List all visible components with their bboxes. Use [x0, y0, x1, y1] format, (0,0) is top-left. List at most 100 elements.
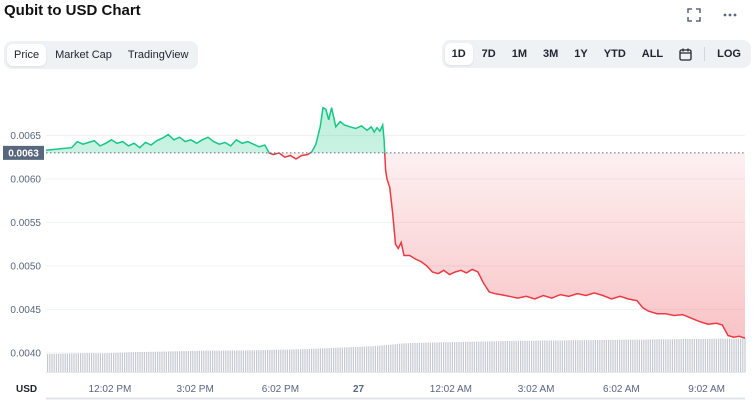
volume-bar: [73, 353, 75, 372]
volume-bar: [689, 339, 691, 372]
log-scale-toggle[interactable]: LOG: [717, 48, 741, 60]
volume-bar: [616, 339, 618, 372]
volume-bar: [405, 343, 407, 372]
volume-bar: [60, 353, 62, 372]
volume-bar: [207, 350, 209, 372]
range-1d[interactable]: 1D: [444, 43, 473, 65]
volume-bar: [645, 339, 647, 372]
volume-bar: [163, 351, 165, 372]
volume-bar: [84, 353, 86, 372]
volume-bar: [588, 340, 590, 372]
volume-bar: [575, 340, 577, 372]
fullscreen-icon[interactable]: [687, 8, 701, 25]
volume-bar: [733, 338, 735, 372]
volume-bar: [586, 340, 588, 372]
volume-bar: [280, 349, 282, 372]
volume-bar: [480, 341, 482, 372]
volume-bar: [401, 343, 403, 372]
x-tick-label: 3:02 AM: [518, 384, 555, 395]
volume-bar: [326, 348, 328, 372]
tab-price[interactable]: Price: [7, 44, 47, 66]
volume-bar: [438, 342, 440, 372]
volume-bar: [685, 339, 687, 372]
volume-bar: [62, 353, 64, 372]
x-tick-label: 27: [353, 384, 365, 395]
volume-bar: [264, 349, 266, 372]
volume-bar: [506, 340, 508, 372]
range-7d[interactable]: 7D: [481, 48, 496, 60]
volume-bar: [729, 338, 731, 372]
x-tick-label: 12:02 PM: [89, 384, 132, 395]
x-tick-label: 6:02 PM: [262, 384, 299, 395]
volume-bar: [216, 350, 218, 372]
volume-bar: [520, 340, 522, 372]
range-1y[interactable]: 1Y: [574, 48, 588, 60]
volume-bar: [412, 343, 414, 372]
volume-bar: [709, 338, 711, 372]
range-1m[interactable]: 1M: [511, 48, 528, 60]
price-line-up: [46, 106, 386, 153]
volume-bar: [511, 340, 513, 372]
volume-bar: [592, 340, 594, 372]
volume-bar: [71, 353, 73, 372]
volume-bar: [509, 340, 511, 372]
tab-tradingview[interactable]: TradingView: [127, 49, 189, 61]
volume-bar: [478, 341, 480, 372]
range-all[interactable]: ALL: [641, 48, 664, 60]
volume-bar: [141, 351, 143, 372]
y-tick-label: 0.0055: [10, 218, 41, 229]
volume-bar: [718, 338, 720, 372]
volume-bar: [487, 341, 489, 372]
volume-bar: [170, 351, 172, 372]
volume-bar: [150, 351, 152, 372]
volume-bar: [161, 351, 163, 372]
volume-bar: [696, 339, 698, 372]
volume-bar: [388, 344, 390, 372]
volume-bar: [143, 351, 145, 372]
volume-bar: [346, 347, 348, 372]
volume-bar: [229, 350, 231, 372]
volume-bar: [676, 339, 678, 372]
volume-bar: [445, 342, 447, 372]
calendar-button[interactable]: [672, 43, 699, 65]
calendar-icon: [679, 48, 692, 61]
volume-bar: [308, 348, 310, 372]
range-ytd[interactable]: YTD: [603, 48, 626, 60]
x-tick-label: 3:02 PM: [177, 384, 214, 395]
volume-bar: [513, 340, 515, 372]
volume-bar: [58, 353, 60, 372]
volume-bar: [533, 340, 535, 372]
volume-bar: [278, 349, 280, 372]
volume-bar: [449, 342, 451, 372]
volume-bar: [599, 339, 601, 372]
volume-bar: [636, 339, 638, 372]
volume-bar: [458, 341, 460, 372]
tab-market-cap[interactable]: Market Cap: [55, 49, 112, 61]
volume-bar: [245, 350, 247, 372]
range-3m[interactable]: 3M: [543, 48, 559, 60]
volume-bar: [403, 343, 405, 372]
volume-bar: [377, 345, 379, 372]
volume-bar: [273, 349, 275, 372]
volume-bar: [687, 339, 689, 372]
volume-bar: [473, 341, 475, 372]
volume-bar: [434, 342, 436, 372]
volume-bar: [234, 350, 236, 372]
volume-bar: [407, 343, 409, 372]
volume-bar: [456, 342, 458, 372]
volume-bar: [69, 353, 71, 372]
volume-bar: [77, 353, 79, 372]
volume-bar: [357, 346, 359, 372]
volume-bar: [572, 340, 574, 372]
volume-bar: [590, 340, 592, 372]
more-icon[interactable]: [723, 8, 737, 25]
volume-bar: [253, 350, 255, 372]
volume-bar: [192, 350, 194, 372]
volume-bar: [190, 350, 192, 372]
page-title: Qubit to USD Chart: [4, 2, 141, 19]
volume-bar: [396, 343, 398, 372]
volume-bar: [416, 342, 418, 372]
volume-bar: [247, 350, 249, 372]
volume-bar: [80, 353, 82, 372]
